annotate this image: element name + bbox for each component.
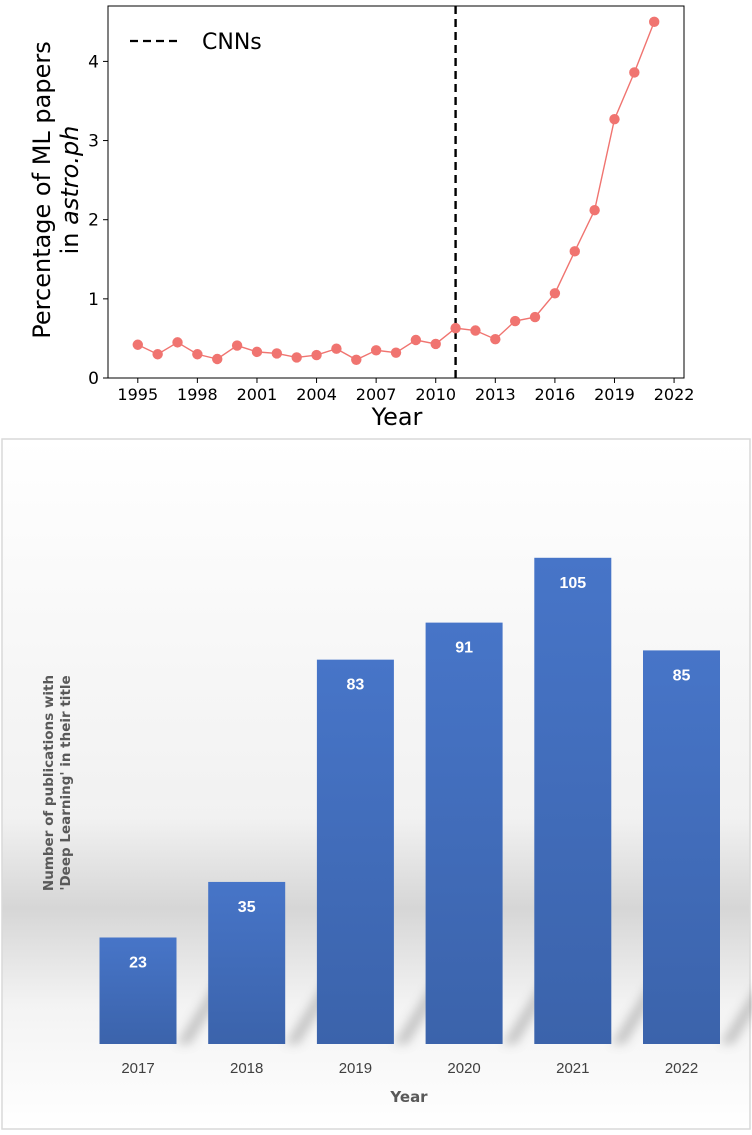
data-point (371, 345, 381, 355)
line-chart-x-axis-title: Year (371, 403, 423, 431)
y-tick-label: 1 (88, 290, 99, 310)
category-label: 2020 (447, 1060, 480, 1077)
category-label: 2021 (556, 1060, 589, 1077)
x-tick-label: 2016 (535, 385, 576, 404)
data-point (570, 246, 580, 256)
data-point (411, 335, 421, 345)
y-tick-label: 4 (88, 52, 99, 72)
x-tick-label: 2013 (475, 385, 516, 404)
data-point (510, 316, 520, 326)
x-tick-label: 2022 (654, 385, 695, 404)
data-point (550, 288, 560, 298)
y-axis-title-line2: in astro.ph (56, 126, 84, 255)
bar-value-label: 91 (455, 640, 473, 657)
data-point (470, 325, 480, 335)
x-tick-label: 2001 (237, 385, 278, 404)
bar-value-label: 105 (559, 575, 586, 592)
data-point (331, 344, 341, 354)
category-label: 2019 (339, 1060, 372, 1077)
x-tick-label: 2004 (296, 385, 337, 404)
y-tick-label: 2 (88, 211, 99, 231)
bar (426, 623, 503, 1044)
data-point (192, 349, 202, 359)
data-point (311, 350, 321, 360)
x-tick-label: 1998 (177, 385, 218, 404)
plot-frame (108, 6, 684, 378)
bar-chart-y-axis-title: Number of publications with 'Deep Learni… (41, 675, 74, 891)
x-tick-label: 2007 (356, 385, 397, 404)
data-point (431, 339, 441, 349)
deep-learning-bar-chart-panel: 23 35 83 91 105 85 2017 2018 2019 2020 2021 2022 Y… (0, 438, 752, 1131)
data-point (490, 334, 500, 344)
line-chart-y-axis-title: Percentage of ML papers in astro.ph (28, 41, 84, 338)
data-point (450, 323, 460, 333)
bar (643, 650, 720, 1044)
data-point (351, 355, 361, 365)
data-point (649, 17, 659, 27)
data-point (252, 347, 262, 357)
bar-value-label: 23 (129, 954, 147, 971)
data-point (133, 340, 143, 350)
y-tick-label: 0 (88, 369, 99, 389)
bar-value-label: 85 (673, 667, 691, 684)
x-tick-label: 1995 (117, 385, 158, 404)
category-label: 2017 (121, 1060, 154, 1077)
data-point (291, 352, 301, 362)
data-point (589, 205, 599, 215)
data-point (629, 67, 639, 77)
data-point (152, 349, 162, 359)
legend-label-cnns: CNNs (202, 30, 262, 55)
bar-chart-x-axis-title: Year (389, 1088, 428, 1106)
deep-learning-bar-chart: 23 35 83 91 105 85 2017 2018 2019 2020 2021 2022 Y… (0, 438, 752, 1131)
bar (100, 937, 177, 1044)
data-point (212, 354, 222, 364)
data-point (530, 312, 540, 322)
category-label: 2022 (665, 1060, 698, 1077)
bar-y-title-line1: Number of publications with (41, 675, 57, 891)
x-tick-label: 2010 (415, 385, 456, 404)
bar-value-label: 35 (238, 899, 256, 916)
bar (317, 660, 394, 1044)
data-point (172, 337, 182, 347)
bar-value-label: 83 (347, 677, 365, 694)
data-point (391, 347, 401, 357)
category-label: 2018 (230, 1060, 263, 1077)
data-point (272, 348, 282, 358)
data-point (609, 114, 619, 124)
y-tick-label: 3 (88, 132, 99, 152)
x-tick-label: 2019 (594, 385, 635, 404)
bar-y-title-line2: 'Deep Learning' in their title (58, 675, 74, 890)
y-axis-title-line1: Percentage of ML papers (28, 41, 56, 338)
bar (534, 558, 611, 1044)
data-point (232, 340, 242, 350)
